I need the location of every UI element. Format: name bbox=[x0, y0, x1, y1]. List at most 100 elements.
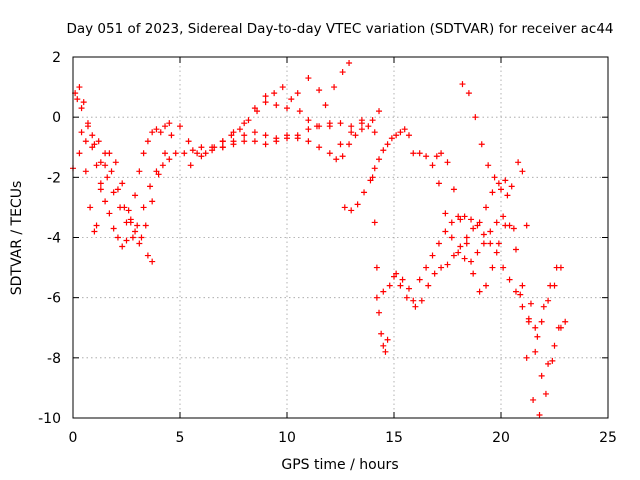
data-point bbox=[339, 153, 346, 160]
data-point bbox=[431, 270, 438, 277]
data-point bbox=[474, 249, 481, 256]
data-point bbox=[538, 372, 545, 379]
y-tick-label: -6 bbox=[47, 291, 61, 307]
data-point bbox=[84, 120, 91, 127]
data-point bbox=[136, 168, 143, 175]
data-point bbox=[341, 204, 348, 211]
data-series bbox=[459, 81, 569, 418]
data-point bbox=[463, 234, 470, 241]
x-axis-label: GPS time / hours bbox=[281, 457, 398, 473]
data-point bbox=[97, 186, 104, 193]
data-point bbox=[346, 141, 353, 148]
data-point bbox=[110, 225, 117, 232]
data-point bbox=[450, 186, 457, 193]
data-point bbox=[91, 228, 98, 235]
data-point bbox=[211, 144, 218, 151]
data-point bbox=[433, 153, 440, 160]
data-point bbox=[416, 276, 423, 283]
data-point bbox=[348, 123, 355, 130]
data-point bbox=[114, 186, 121, 193]
data-point bbox=[87, 204, 94, 211]
data-point bbox=[284, 105, 290, 112]
data-point bbox=[76, 84, 83, 91]
data-point bbox=[262, 141, 269, 148]
data-point bbox=[380, 147, 387, 154]
data-point bbox=[157, 129, 164, 136]
data-point bbox=[527, 300, 534, 307]
data-point bbox=[386, 282, 393, 289]
data-point bbox=[380, 288, 387, 295]
data-point bbox=[495, 240, 502, 247]
data-point bbox=[553, 264, 560, 271]
data-point bbox=[339, 69, 346, 76]
data-point bbox=[82, 168, 89, 175]
data-point bbox=[530, 396, 537, 403]
data-point bbox=[480, 240, 487, 247]
data-point bbox=[547, 282, 554, 289]
data-point bbox=[532, 348, 539, 355]
data-point bbox=[455, 249, 462, 256]
y-axis-label: SDTVAR / TECUs bbox=[9, 181, 25, 296]
data-point bbox=[348, 207, 355, 214]
data-point bbox=[147, 183, 154, 190]
data-point bbox=[367, 177, 374, 184]
data-point bbox=[273, 135, 280, 142]
data-point bbox=[442, 228, 449, 235]
data-point bbox=[271, 90, 278, 97]
data-point bbox=[97, 159, 104, 166]
data-point bbox=[371, 219, 378, 226]
data-point bbox=[82, 138, 89, 145]
data-point bbox=[371, 165, 378, 172]
data-point bbox=[483, 282, 490, 289]
data-point bbox=[493, 249, 500, 256]
x-tick-label: 0 bbox=[69, 430, 78, 446]
data-point bbox=[262, 99, 269, 106]
data-point bbox=[448, 234, 455, 241]
data-point bbox=[166, 156, 173, 163]
data-point bbox=[245, 117, 252, 124]
data-point bbox=[455, 213, 462, 220]
data-point bbox=[376, 108, 383, 115]
data-point bbox=[202, 150, 209, 157]
data-point bbox=[102, 198, 109, 205]
data-series bbox=[433, 150, 509, 295]
data-point bbox=[125, 207, 132, 214]
data-point bbox=[512, 288, 519, 295]
data-point bbox=[76, 150, 83, 157]
data-point bbox=[510, 225, 517, 232]
data-point bbox=[80, 99, 87, 106]
ticks-layer: 0 5 10 15 20 25 -10 -8 -6 -4 -2 0 2 bbox=[38, 50, 617, 446]
data-series bbox=[341, 126, 417, 214]
data-point bbox=[542, 390, 549, 397]
data-point bbox=[273, 102, 280, 109]
data-point bbox=[410, 150, 417, 157]
data-point bbox=[358, 117, 365, 124]
data-point bbox=[476, 219, 483, 226]
data-point bbox=[491, 174, 498, 181]
data-point bbox=[483, 204, 490, 211]
data-point bbox=[391, 273, 397, 280]
data-point bbox=[162, 150, 169, 157]
data-point bbox=[230, 129, 237, 136]
data-point bbox=[352, 132, 359, 139]
data-point bbox=[562, 318, 569, 325]
data-point bbox=[523, 354, 530, 361]
data-point bbox=[472, 114, 479, 121]
data-point bbox=[78, 105, 85, 112]
data-point bbox=[365, 123, 372, 130]
data-point bbox=[119, 243, 126, 250]
data-point bbox=[423, 153, 430, 160]
data-point bbox=[425, 282, 432, 289]
y-tick-label: -4 bbox=[47, 231, 61, 247]
data-point bbox=[487, 240, 494, 247]
data-series bbox=[373, 225, 477, 310]
data-point bbox=[401, 126, 408, 133]
data-point bbox=[373, 294, 380, 301]
y-tick-label: -8 bbox=[47, 351, 61, 367]
data-point bbox=[326, 123, 333, 130]
data-point bbox=[435, 180, 442, 187]
data-point bbox=[241, 132, 248, 139]
data-series bbox=[72, 60, 353, 247]
data-point bbox=[168, 132, 175, 139]
